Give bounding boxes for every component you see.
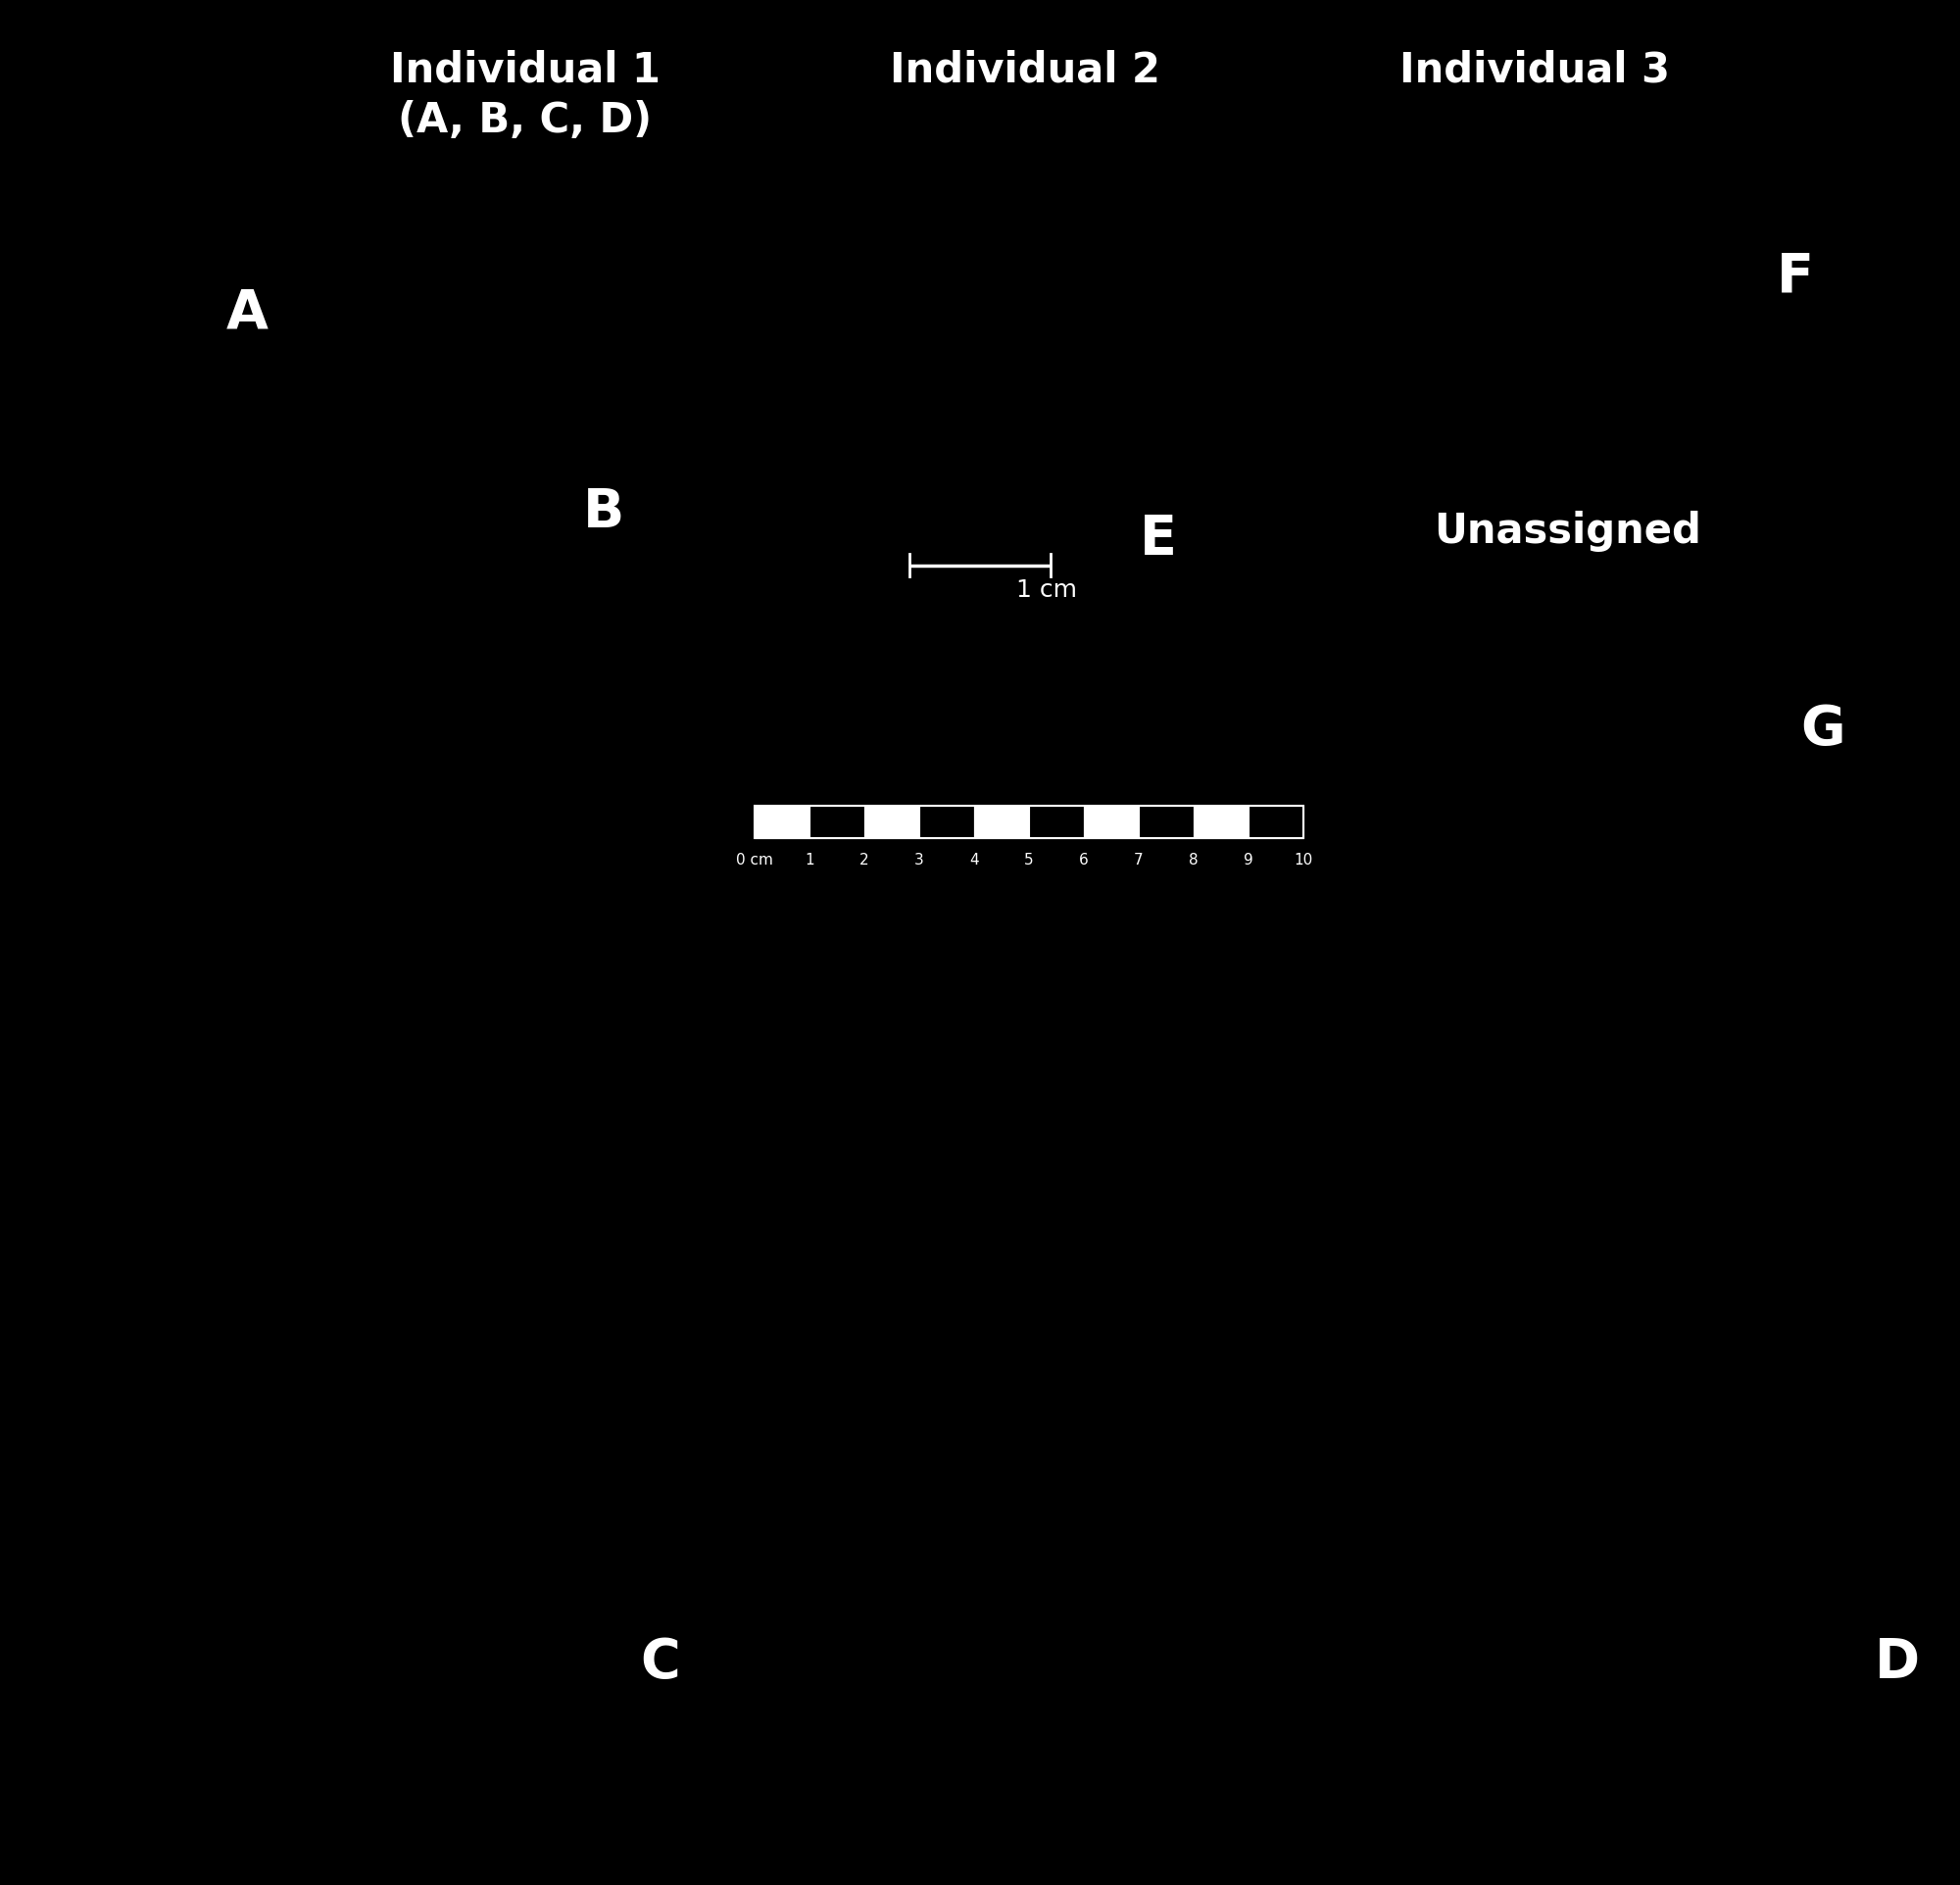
- Text: C: C: [641, 1636, 680, 1689]
- Text: 4: 4: [970, 854, 978, 867]
- Text: G: G: [1801, 703, 1844, 756]
- Bar: [919, 807, 974, 839]
- Bar: [864, 807, 919, 839]
- Text: 2: 2: [860, 854, 868, 867]
- Text: E: E: [1141, 513, 1176, 566]
- Text: 3: 3: [915, 854, 923, 867]
- Text: D: D: [1874, 1636, 1921, 1689]
- Bar: [1084, 807, 1139, 839]
- Text: Individual 1: Individual 1: [390, 49, 661, 90]
- Bar: [1139, 807, 1194, 839]
- Text: Unassigned: Unassigned: [1435, 511, 1701, 552]
- Bar: [755, 807, 1303, 839]
- Text: 1: 1: [806, 854, 813, 867]
- Bar: [1194, 807, 1249, 839]
- Text: B: B: [582, 486, 625, 539]
- Text: A: A: [225, 287, 269, 339]
- Text: 5: 5: [1025, 854, 1033, 867]
- Text: 10: 10: [1294, 854, 1313, 867]
- Bar: [755, 807, 809, 839]
- Text: (A, B, C, D): (A, B, C, D): [398, 100, 653, 141]
- Text: 0 cm: 0 cm: [737, 854, 772, 867]
- Text: F: F: [1776, 251, 1815, 303]
- Text: 1 cm: 1 cm: [1015, 579, 1078, 601]
- Text: 6: 6: [1080, 854, 1088, 867]
- Text: 7: 7: [1135, 854, 1143, 867]
- Text: 8: 8: [1190, 854, 1198, 867]
- Bar: [809, 807, 864, 839]
- Bar: [1029, 807, 1084, 839]
- Text: Individual 2: Individual 2: [890, 49, 1160, 90]
- Text: Individual 3: Individual 3: [1399, 49, 1670, 90]
- Bar: [1249, 807, 1303, 839]
- Text: 9: 9: [1245, 854, 1252, 867]
- Bar: [974, 807, 1029, 839]
